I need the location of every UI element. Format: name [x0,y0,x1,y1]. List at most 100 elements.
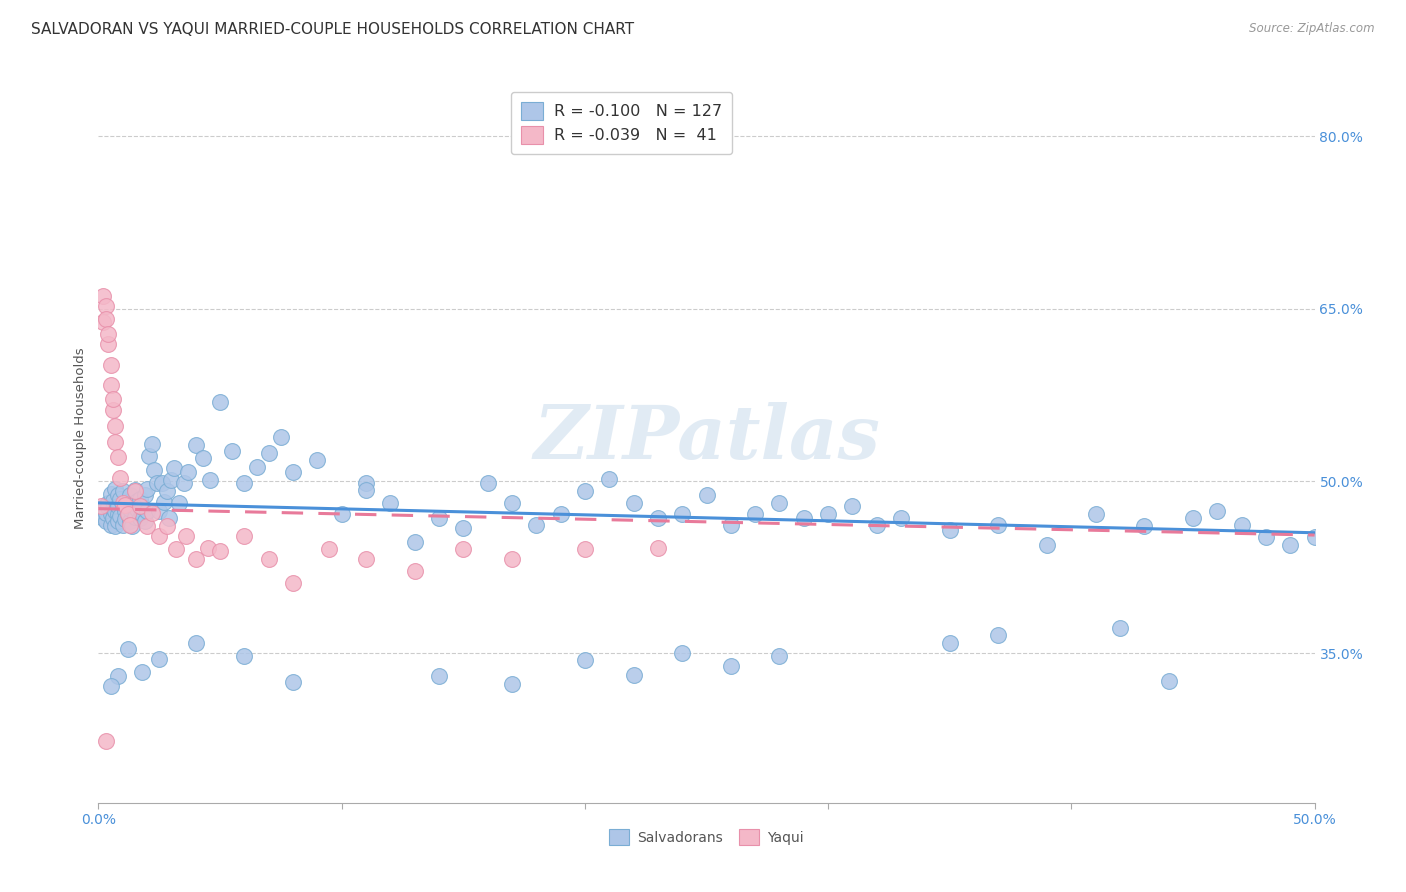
Point [524,517,547,532]
Point [150,476,173,491]
Point [647,511,669,525]
Point [307,453,329,467]
Point [124,484,146,499]
Point [1182,511,1205,525]
Point [101,501,124,516]
Point [157,511,180,525]
Point [148,652,170,666]
Point [987,628,1010,642]
Point [184,552,207,566]
Point [134,514,156,528]
Point [131,665,153,679]
Point [574,484,596,499]
Point [221,444,243,458]
Point [146,476,169,491]
Point [427,669,450,683]
Point [118,501,141,516]
Point [318,541,340,556]
Point [890,511,912,525]
Point [270,430,292,444]
Point [574,653,596,667]
Point [141,506,163,520]
Point [817,508,839,522]
Point [148,529,170,543]
Point [1279,538,1302,552]
Point [128,511,150,525]
Point [128,492,150,507]
Point [97,326,120,341]
Point [720,659,742,673]
Point [1230,517,1253,532]
Point [110,508,132,523]
Point [165,541,187,556]
Point [197,541,219,555]
Point [184,636,207,650]
Point [90,500,112,514]
Point [114,512,136,526]
Point [91,508,114,523]
Point [177,465,200,479]
Point [453,541,475,556]
Point [136,504,159,518]
Point [118,488,141,502]
Y-axis label: Married-couple Households: Married-couple Households [75,347,87,529]
Point [160,473,183,487]
Point [104,519,127,533]
Point [131,500,153,515]
Point [90,504,112,518]
Point [768,496,790,510]
Point [939,636,962,650]
Point [101,493,124,508]
Point [138,449,160,463]
Point [720,517,742,532]
Point [257,446,280,460]
Point [94,514,117,528]
Point [143,462,166,476]
Point [101,511,124,525]
Point [1254,530,1277,544]
Point [233,648,256,663]
Point [104,418,127,433]
Point [111,517,134,532]
Point [94,498,117,512]
Point [404,535,426,549]
Point [117,494,139,508]
Point [131,508,153,522]
Point [100,679,122,693]
Point [453,521,475,535]
Point [141,437,163,451]
Point [118,517,141,532]
Point [114,504,136,518]
Point [330,508,353,522]
Point [598,472,620,486]
Point [110,492,132,507]
Point [477,476,499,491]
Point [281,675,304,690]
Point [91,316,114,330]
Point [257,552,280,566]
Point [501,496,523,510]
Point [866,517,889,532]
Point [404,564,426,578]
Point [101,402,124,417]
Point [427,511,450,525]
Point [354,552,377,566]
Point [574,541,596,556]
Point [107,669,129,683]
Point [107,488,129,502]
Point [173,476,195,491]
Point [100,517,122,532]
Point [124,483,146,498]
Point [107,508,129,522]
Point [97,500,120,515]
Point [623,496,645,510]
Point [100,377,122,392]
Point [1036,538,1059,552]
Point [110,470,132,484]
Point [91,511,114,525]
Point [281,465,304,479]
Point [107,514,129,528]
Point [111,484,134,499]
Text: SALVADORAN VS YAQUI MARRIED-COUPLE HOUSEHOLDS CORRELATION CHART: SALVADORAN VS YAQUI MARRIED-COUPLE HOUSE… [31,22,634,37]
Point [91,289,114,303]
